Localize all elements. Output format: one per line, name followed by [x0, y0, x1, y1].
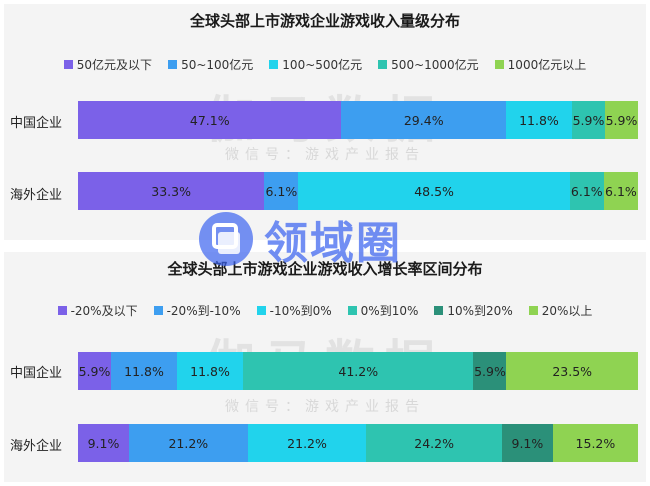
- bar-segment: 11.8%: [505, 101, 572, 139]
- legend-label: 100~500亿元: [282, 58, 363, 72]
- legend-swatch: [269, 60, 279, 69]
- stacked-bar-china: 5.9% 11.8% 11.8% 41.2% 5.9% 23.5%: [78, 352, 638, 390]
- bar-segment: 5.9%: [604, 101, 638, 139]
- category-label: 中国企业: [10, 366, 63, 381]
- legend-swatch: [63, 60, 73, 69]
- bar-segment: 23.5%: [506, 352, 638, 390]
- data-label: 9.1%: [511, 435, 544, 451]
- data-label: 47.1%: [189, 112, 230, 128]
- chart-panel-revenue-scale: 全球头部上市游戏企业游戏收入量级分布 50亿元及以下 50~100亿元 100~50…: [4, 4, 646, 240]
- data-label: 5.9%: [474, 363, 506, 379]
- stacked-bar-overseas: 33.3% 6.1% 48.5% 6.1% 6.1%: [78, 172, 638, 210]
- data-label: 5.9%: [605, 112, 638, 128]
- legend-label: 1000亿元以上: [507, 58, 587, 72]
- category-label: 海外企业: [10, 439, 63, 454]
- legend-label: 50亿元及以下: [76, 58, 153, 72]
- data-label: 6.1%: [265, 183, 298, 199]
- data-label: 5.9%: [572, 112, 605, 128]
- bar-segment: 24.2%: [366, 424, 502, 462]
- legend-swatch: [256, 306, 266, 315]
- legend-label: 500~1000亿元: [391, 58, 479, 72]
- legend-item: 50~100亿元: [168, 56, 253, 73]
- bar-segment: 9.1%: [501, 424, 553, 462]
- bar-segment: 41.2%: [243, 352, 474, 390]
- legend-swatch: [434, 306, 444, 315]
- chart-title: 全球头部上市游戏企业游戏收入增长率区间分布: [167, 260, 483, 278]
- chart-panel-growth-rate: 全球头部上市游戏企业游戏收入增长率区间分布 -20%及以下 -20%到-10% -1…: [4, 252, 646, 482]
- bar-segment: 47.1%: [78, 101, 342, 139]
- data-label: 23.5%: [552, 363, 593, 379]
- data-label: 33.3%: [151, 183, 191, 199]
- legend-label: 20%以上: [541, 304, 593, 318]
- legend-label: -10%到0%: [269, 304, 332, 318]
- data-label: 6.1%: [570, 183, 603, 199]
- legend-label: -20%到-10%: [166, 304, 241, 318]
- bar-segment: 33.3%: [78, 172, 265, 210]
- legend-label: 50~100亿元: [181, 58, 254, 72]
- data-label: 21.2%: [287, 435, 327, 451]
- chart-legend: 50亿元及以下 50~100亿元 100~500亿元 500~1000亿元 1000亿元…: [4, 56, 646, 73]
- bar-segment: 29.4%: [341, 101, 506, 139]
- category-label: 中国企业: [10, 116, 63, 131]
- watermark-subtext: 微信号：游戏产业报告: [225, 147, 425, 163]
- chart-legend: -20%及以下 -20%到-10% -10%到0% 0%到10% 10%到20% 20%以…: [4, 302, 646, 319]
- data-label: 48.5%: [414, 183, 454, 199]
- bar-segment: 6.1%: [569, 172, 604, 210]
- legend-swatch: [378, 60, 388, 69]
- legend-swatch: [528, 306, 538, 315]
- data-label: 21.2%: [168, 435, 209, 451]
- legend-swatch: [153, 306, 163, 315]
- bar-segment: 6.1%: [264, 172, 299, 210]
- bar-segment: 5.9%: [78, 352, 111, 390]
- bar-segment: 21.2%: [247, 424, 367, 462]
- legend-item: 500~1000亿元: [378, 56, 479, 73]
- legend-item: 0%到10%: [347, 302, 419, 319]
- legend-swatch: [494, 60, 504, 69]
- data-label: 5.9%: [78, 363, 111, 379]
- bar-segment: 6.1%: [603, 172, 638, 210]
- data-label: 29.4%: [403, 112, 444, 128]
- legend-item: 50亿元及以下: [63, 56, 153, 73]
- legend-item: 20%以上: [528, 302, 593, 319]
- stacked-bar-overseas: 9.1% 21.2% 21.2% 24.2% 9.1% 15.2%: [78, 424, 638, 462]
- legend-swatch: [347, 306, 357, 315]
- legend-swatch: [168, 60, 178, 69]
- legend-item: -20%及以下: [57, 302, 138, 319]
- bar-segment: 11.8%: [111, 352, 177, 390]
- bar-segment: 48.5%: [298, 172, 570, 210]
- legend-swatch: [57, 306, 67, 315]
- bar-segment: 5.9%: [571, 101, 605, 139]
- data-label: 24.2%: [414, 435, 454, 451]
- legend-item: -20%到-10%: [153, 302, 241, 319]
- watermark-subtext: 微信号：游戏产业报告: [225, 399, 425, 415]
- bar-segment: 15.2%: [552, 424, 638, 462]
- legend-item: 10%到20%: [434, 302, 513, 319]
- data-label: 15.2%: [575, 435, 616, 451]
- bar-segment: 9.1%: [78, 424, 129, 462]
- legend-label: -20%及以下: [70, 304, 138, 318]
- chart-title: 全球头部上市游戏企业游戏收入量级分布: [189, 12, 460, 30]
- bar-segment: 11.8%: [177, 352, 243, 390]
- data-label: 11.8%: [190, 363, 230, 379]
- data-label: 6.1%: [605, 183, 637, 199]
- bar-segment: 21.2%: [128, 424, 248, 462]
- data-label: 11.8%: [124, 363, 164, 379]
- legend-label: 10%到20%: [447, 304, 513, 318]
- legend-label: 0%到10%: [360, 304, 419, 318]
- legend-item: 100~500亿元: [269, 56, 362, 73]
- category-label: 海外企业: [10, 188, 63, 203]
- data-label: 41.2%: [338, 363, 379, 379]
- legend-item: -10%到0%: [256, 302, 332, 319]
- legend-item: 1000亿元以上: [494, 56, 587, 73]
- stacked-bar-china: 47.1% 29.4% 11.8% 5.9% 5.9%: [78, 101, 638, 139]
- data-label: 11.8%: [519, 112, 559, 128]
- data-label: 9.1%: [87, 435, 120, 451]
- bar-segment: 5.9%: [473, 352, 507, 390]
